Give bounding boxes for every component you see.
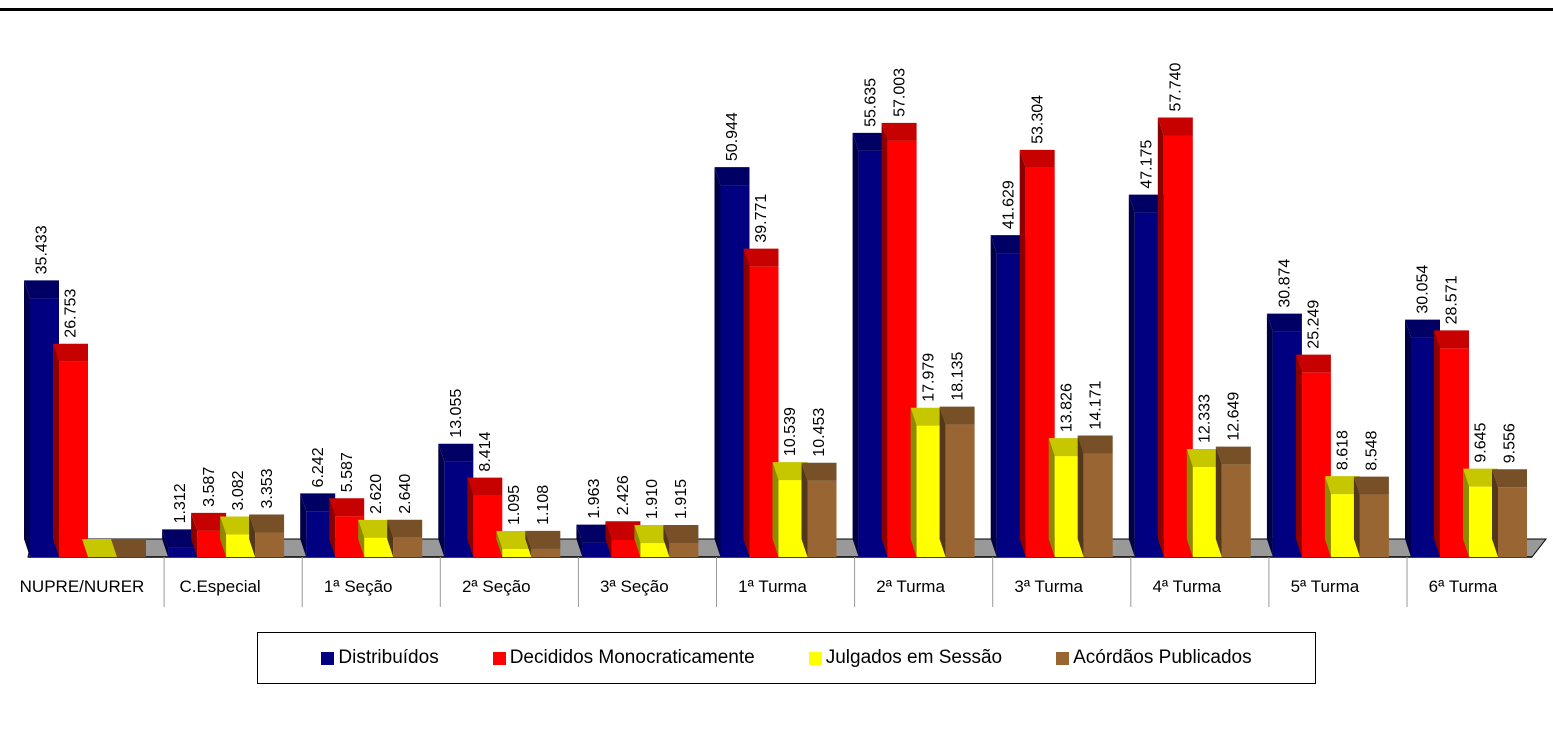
value-label-3-7: 14.171 xyxy=(1087,381,1104,430)
category-label-10: 6ª Turma xyxy=(1429,577,1498,596)
category-label-7: 3ª Turma xyxy=(1014,577,1083,596)
bar-3-0 xyxy=(111,539,146,557)
legend-label: Acórdãos Publicados xyxy=(1073,647,1252,668)
value-label-2-5: 10.539 xyxy=(782,407,799,456)
legend-swatch xyxy=(492,651,506,665)
category-label-8: 4ª Turma xyxy=(1152,577,1221,596)
bar-1-6 xyxy=(881,122,917,557)
value-label-2-6: 17.979 xyxy=(920,353,937,402)
value-label-0-5: 50.944 xyxy=(724,112,741,161)
value-label-2-7: 13.826 xyxy=(1058,383,1075,432)
category-label-0: NUPRE/NURER xyxy=(20,577,145,596)
bar-3-5 xyxy=(801,462,837,557)
value-label-3-2: 2.640 xyxy=(397,474,414,514)
bar-chart: 35.433 26.753 1.312 3.587 3.082 3.353 6.242 5.5… xyxy=(20,62,1548,607)
value-label-3-10: 9.556 xyxy=(1502,423,1519,463)
legend-swatch xyxy=(1056,651,1070,665)
value-label-1-10: 28.571 xyxy=(1444,275,1461,324)
value-label-3-5: 10.453 xyxy=(811,408,828,457)
category-label-3: 2ª Seção xyxy=(462,577,531,596)
value-label-0-3: 13.055 xyxy=(448,389,465,438)
bar-3-7 xyxy=(1077,435,1113,557)
value-label-1-1: 3.587 xyxy=(201,467,218,507)
legend-label: Julgados em Sessão xyxy=(825,647,1003,668)
legend-label: Distribuídos xyxy=(338,647,439,668)
legend-label: Decididos Monocraticamente xyxy=(509,647,755,668)
top-rule xyxy=(0,8,1553,11)
bar-3-9 xyxy=(1353,476,1389,557)
value-label-2-2: 2.620 xyxy=(368,474,385,514)
legend-item-0: Distribuídos xyxy=(321,647,439,669)
bar-1-0 xyxy=(53,343,88,557)
bar-1-9 xyxy=(1295,354,1331,557)
bar-1-4 xyxy=(605,521,641,557)
value-label-2-3: 1.095 xyxy=(506,485,523,525)
bar-2-3 xyxy=(496,531,532,557)
value-label-2-9: 8.618 xyxy=(1335,430,1352,470)
bar-1-3 xyxy=(467,477,503,557)
value-label-0-7: 41.629 xyxy=(1000,180,1017,229)
value-label-2-4: 1.910 xyxy=(644,479,661,519)
category-label-9: 5ª Turma xyxy=(1291,577,1360,596)
value-label-3-9: 8.548 xyxy=(1364,430,1381,470)
category-label-2: 1ª Seção xyxy=(324,577,393,596)
category-label-1: C.Especial xyxy=(179,577,260,596)
value-label-0-6: 55.635 xyxy=(862,78,879,127)
bar-2-4 xyxy=(634,525,670,557)
bar-2-0 xyxy=(82,539,117,557)
value-label-1-6: 57.003 xyxy=(891,68,908,117)
value-label-0-1: 1.312 xyxy=(172,483,189,523)
value-label-2-1: 3.082 xyxy=(230,470,247,510)
bar-2-1 xyxy=(220,516,256,557)
bar-3-4 xyxy=(663,525,699,557)
bar-0-1 xyxy=(162,529,198,557)
value-label-1-4: 2.426 xyxy=(615,475,632,515)
value-label-1-7: 53.304 xyxy=(1029,95,1046,144)
value-label-0-0: 35.433 xyxy=(34,225,51,274)
bar-3-6 xyxy=(939,406,975,557)
value-label-3-6: 18.135 xyxy=(949,352,966,401)
value-label-1-3: 8.414 xyxy=(477,431,494,471)
legend-item-1: Decididos Monocraticamente xyxy=(492,647,755,669)
bar-3-1 xyxy=(249,514,285,557)
chart-legend: Distribuídos Decididos Monocraticamente Ju… xyxy=(257,632,1316,684)
category-label-4: 3ª Seção xyxy=(600,577,669,596)
value-label-1-8: 57.740 xyxy=(1168,62,1185,111)
value-label-2-8: 12.333 xyxy=(1197,394,1214,443)
value-label-2-10: 9.645 xyxy=(1473,422,1490,462)
bar-3-8 xyxy=(1215,446,1251,557)
value-label-1-5: 39.771 xyxy=(753,194,770,243)
value-label-1-2: 5.587 xyxy=(339,452,356,492)
legend-item-2: Julgados em Sessão xyxy=(808,647,1003,669)
value-label-3-8: 12.649 xyxy=(1226,392,1243,441)
legend-swatch xyxy=(808,651,822,665)
value-label-3-4: 1.915 xyxy=(673,479,690,519)
bar-3-2 xyxy=(387,519,423,557)
value-label-0-9: 30.874 xyxy=(1277,259,1294,308)
bar-2-2 xyxy=(358,519,394,557)
value-label-0-2: 6.242 xyxy=(310,447,327,487)
bar-0-4 xyxy=(576,524,612,557)
value-label-3-3: 1.108 xyxy=(535,485,552,525)
legend-swatch xyxy=(321,651,335,665)
bar-3-10 xyxy=(1492,469,1527,557)
bar-3-3 xyxy=(525,530,561,557)
value-label-0-10: 30.054 xyxy=(1415,265,1432,314)
legend-item-3: Acórdãos Publicados xyxy=(1056,647,1252,669)
value-label-0-8: 47.175 xyxy=(1139,140,1156,189)
value-label-0-4: 1.963 xyxy=(586,479,603,519)
bar-0-2 xyxy=(300,493,336,557)
value-label-1-0: 26.753 xyxy=(63,289,80,338)
category-label-6: 2ª Turma xyxy=(876,577,945,596)
category-label-5: 1ª Turma xyxy=(738,577,807,596)
value-label-3-1: 3.353 xyxy=(259,468,276,508)
value-label-1-9: 25.249 xyxy=(1306,300,1323,349)
